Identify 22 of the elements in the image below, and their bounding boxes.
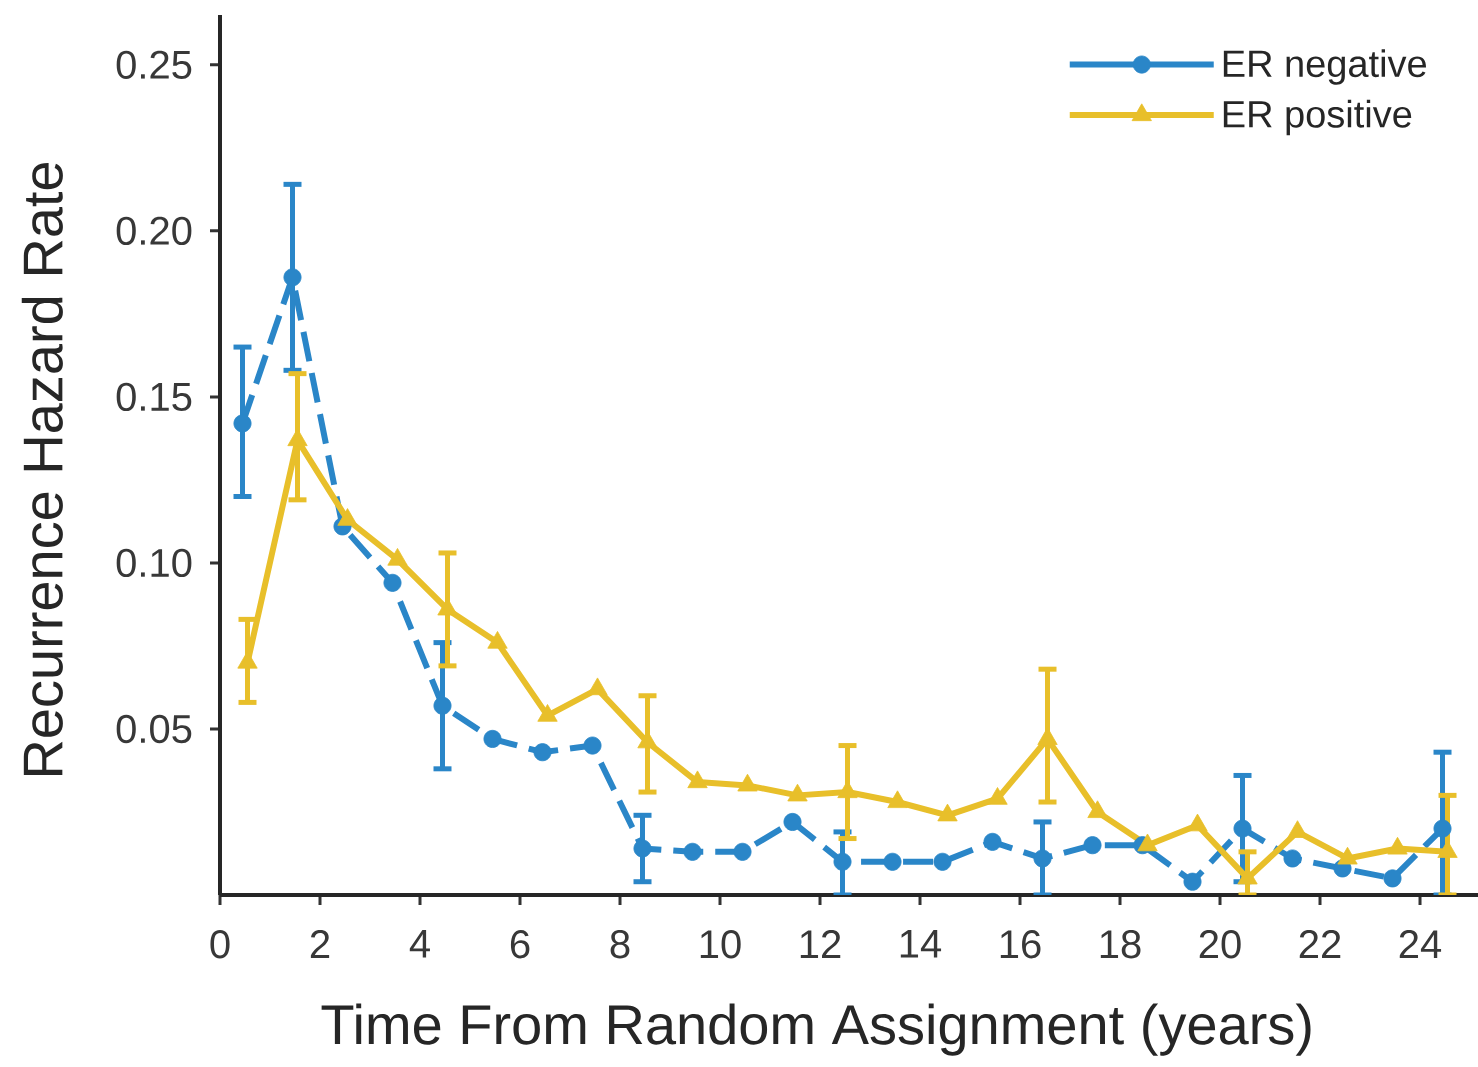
y-tick-label: 0.10: [116, 548, 192, 578]
x-tick-label: 4: [409, 930, 430, 958]
x-tick-label: 14: [900, 930, 942, 958]
y-axis-title: Recurrence Hazard Rate: [21, 162, 63, 776]
y-tick-label: 0.05: [116, 714, 192, 744]
legend-label: ER positive: [1223, 99, 1412, 136]
x-tick-label: 22: [1299, 930, 1341, 958]
x-axis-title: Time From Random Assignment (years): [321, 1003, 1311, 1056]
x-tick-label: 20: [1199, 930, 1241, 959]
x-tick-label: 16: [1000, 930, 1041, 959]
x-tick-label: 24: [1399, 930, 1442, 958]
x-tick-label: 6: [510, 930, 530, 959]
x-tick-label: 10: [700, 930, 741, 959]
x-tick-label: 0: [210, 930, 230, 959]
x-tick-label: 12: [800, 930, 841, 958]
x-tick-label: 8: [610, 930, 630, 959]
legend-label: ER negative: [1223, 49, 1426, 85]
y-tick-label: 0.25: [116, 50, 192, 79]
x-tick-label: 18: [1100, 930, 1141, 959]
y-tick-label: 0.20: [116, 216, 192, 246]
x-tick-label: 2: [310, 930, 330, 958]
y-tick-label: 0.15: [116, 382, 192, 412]
